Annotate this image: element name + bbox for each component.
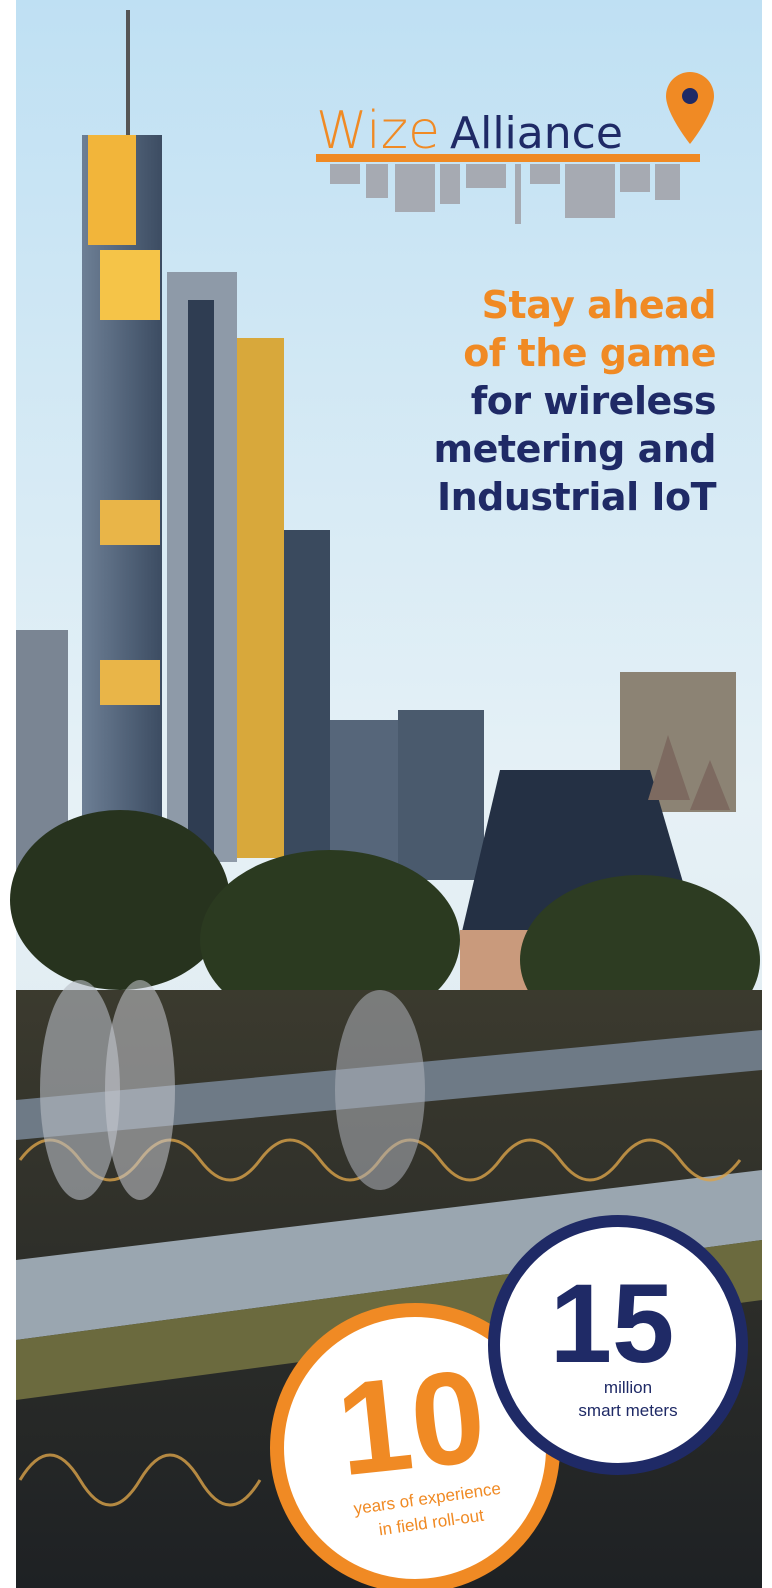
cover: Wize Alliance Stay ahead of the game for… [0, 0, 772, 1588]
headline-line: of the game [463, 331, 716, 375]
logo-word2: Alliance [450, 108, 623, 159]
headline-line: Stay ahead [482, 283, 716, 327]
stat-badge: 15 million smart meters [494, 1221, 742, 1469]
stat-caption: million [604, 1378, 652, 1397]
headline-line: for wireless [471, 379, 716, 423]
stat-caption: smart meters [578, 1401, 677, 1420]
logo-word1: Wize [316, 101, 440, 161]
headline-line: metering and [434, 427, 716, 471]
headline-line: Industrial IoT [437, 475, 717, 519]
stat-number: 10 [331, 1342, 492, 1504]
stat-number: 15 [550, 1261, 675, 1386]
